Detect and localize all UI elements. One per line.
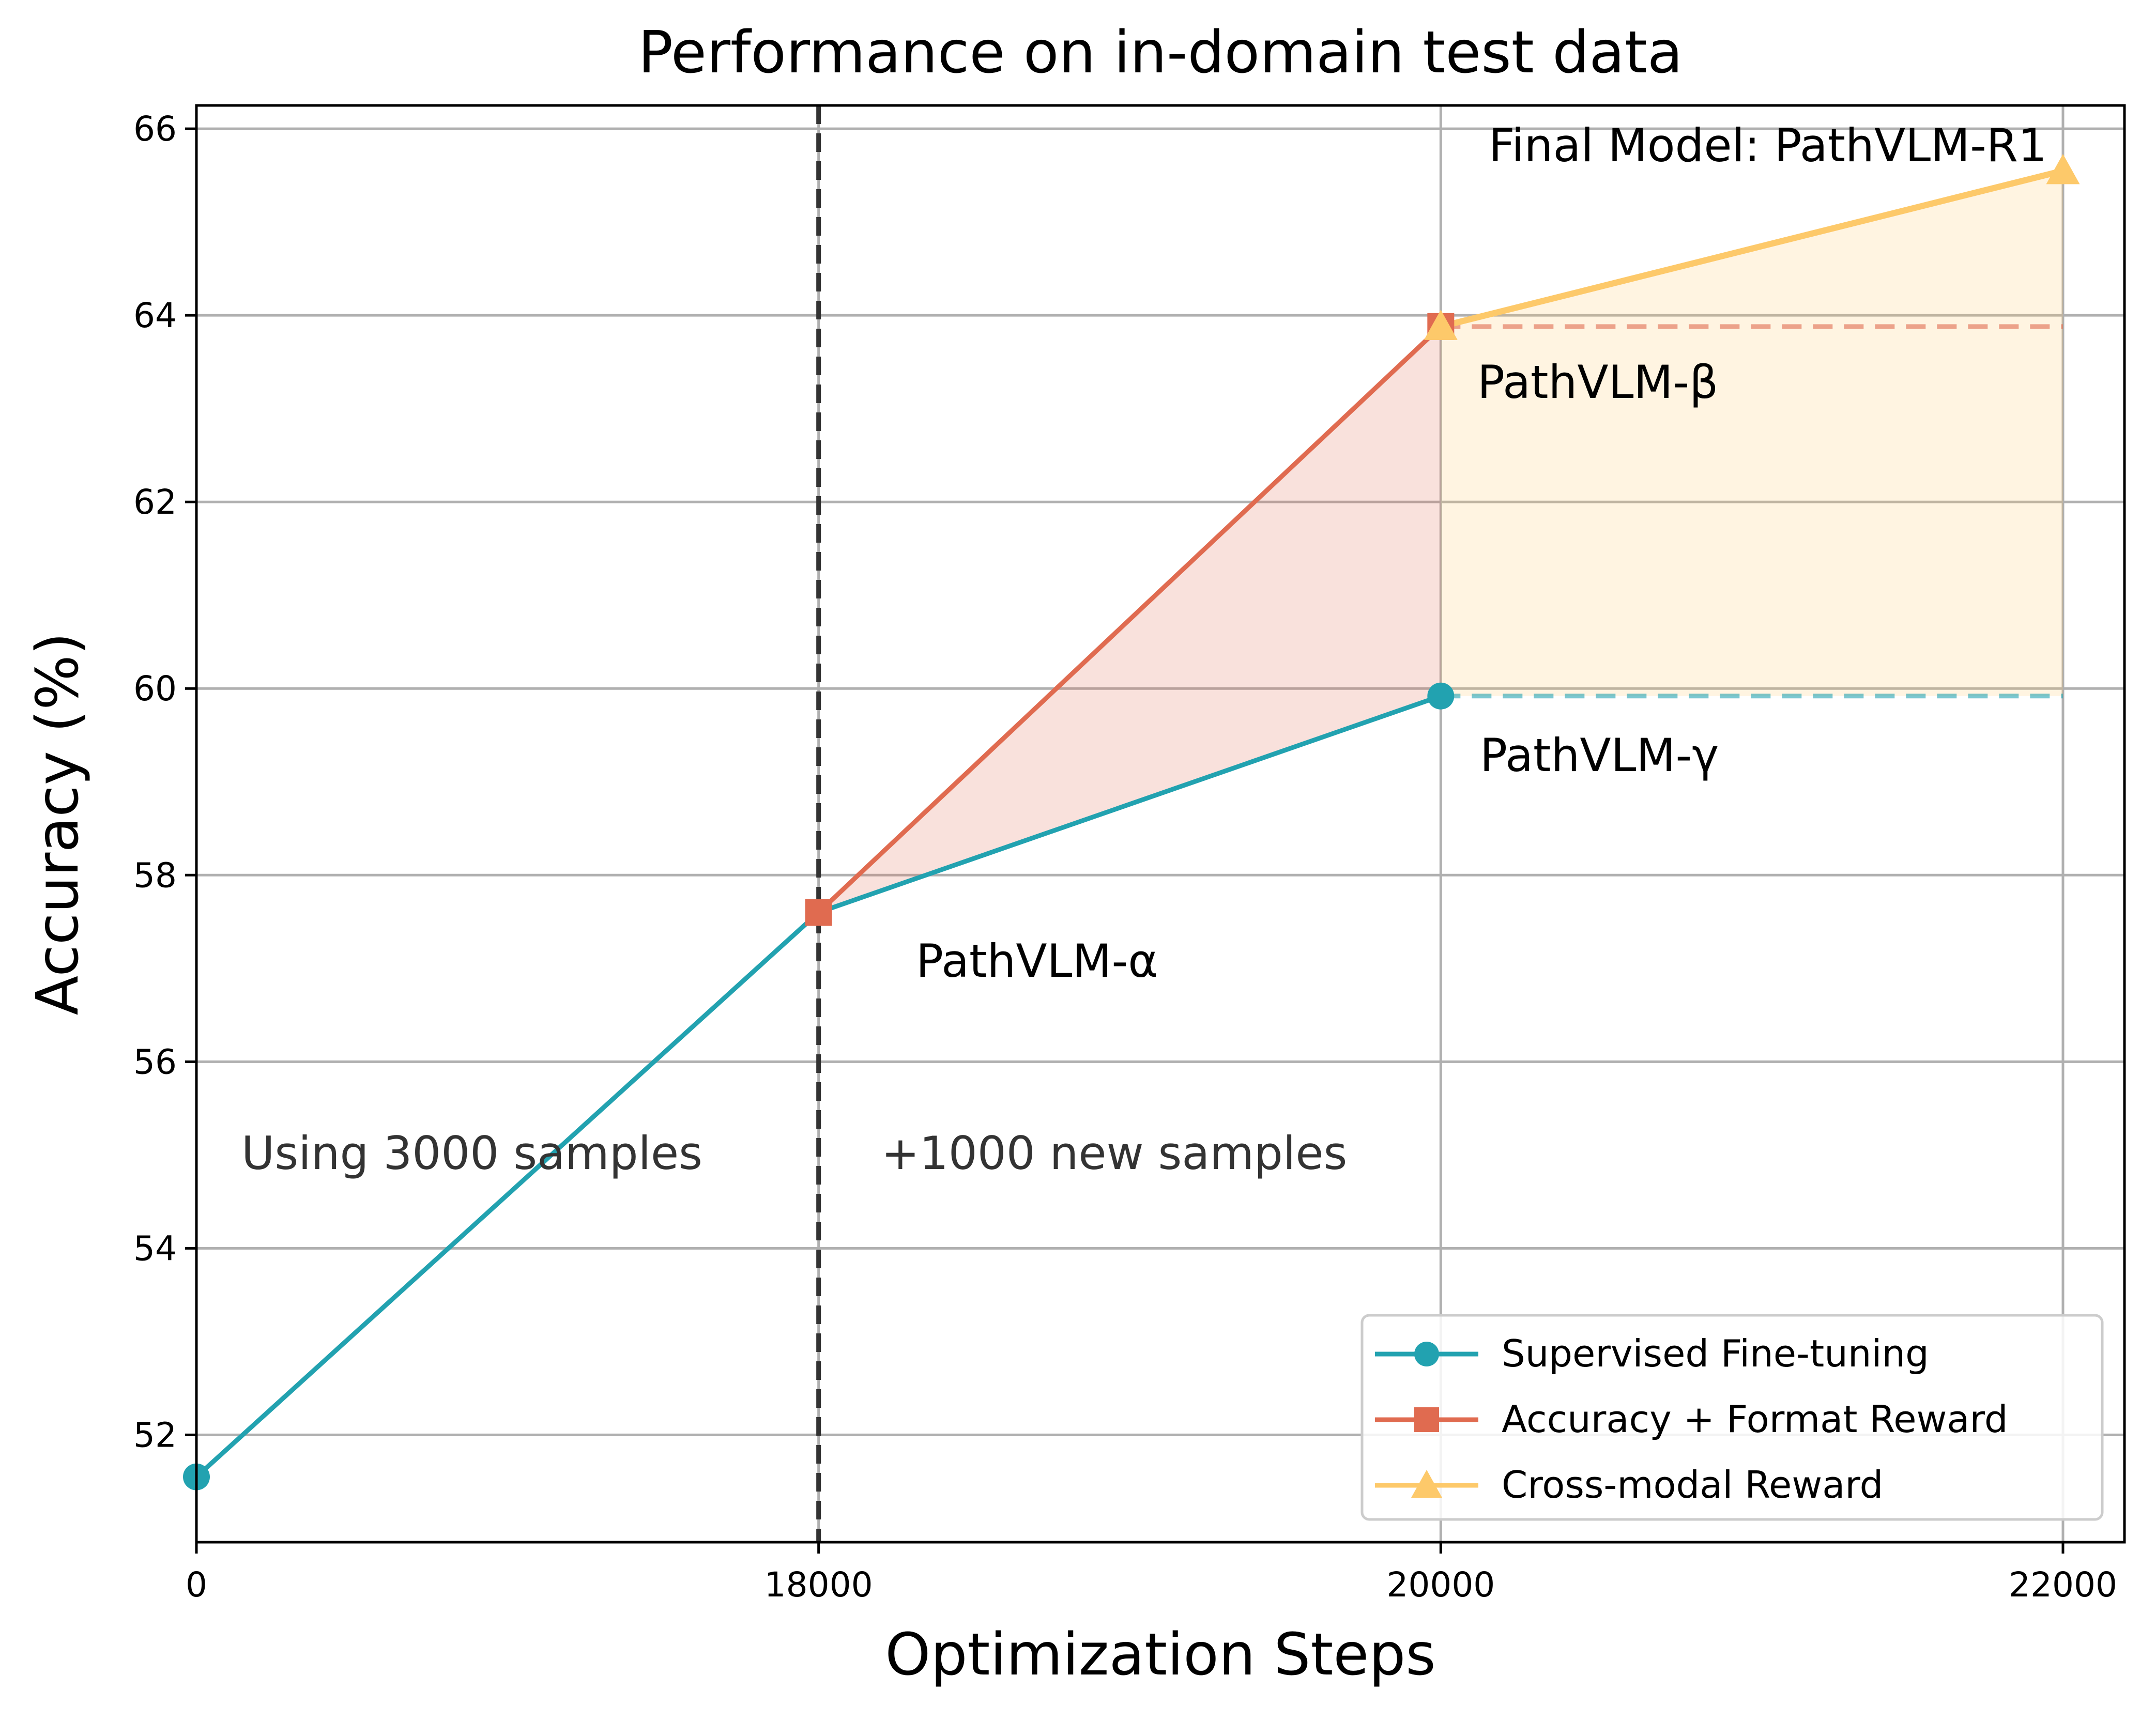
x-axis-ticks: 0 18000 20000 22000 — [186, 1542, 2117, 1605]
x-tick-label-20000: 20000 — [1386, 1565, 1495, 1605]
annotation-left-region: Using 3000 samples — [241, 1127, 702, 1180]
data-point-s1-2 — [1427, 682, 1455, 710]
fill-region-cross-modal-gain — [1441, 171, 2063, 696]
legend-label-2: Accuracy + Format Reward — [1502, 1397, 2008, 1441]
legend-marker-1 — [1414, 1342, 1439, 1366]
y-tick-label-66: 66 — [133, 109, 177, 149]
y-tick-label-56: 56 — [133, 1042, 177, 1082]
y-tick-label-54: 54 — [133, 1228, 177, 1268]
annotation-alpha: PathVLM-α — [916, 934, 1158, 988]
plot-frame — [195, 104, 2126, 1544]
x-tick-label-18000: 18000 — [764, 1565, 873, 1605]
annotation-right-region: +1000 new samples — [881, 1127, 1347, 1180]
data-point-s2-0 — [805, 899, 832, 926]
y-tick-label-52: 52 — [133, 1415, 177, 1455]
data-point-s3-0 — [1424, 310, 1458, 340]
series-line-3 — [1440, 167, 2064, 330]
reference-lines — [1441, 324, 2063, 699]
x-axis-label: Optimization Steps — [885, 1621, 1435, 1688]
chart-title: Performance on in-domain test data — [638, 19, 1683, 86]
y-tick-label-64: 64 — [133, 296, 177, 335]
y-tick-label-60: 60 — [133, 669, 177, 709]
legend-frame — [1360, 1314, 2104, 1521]
y-axis-label: Accuracy (%) — [24, 633, 91, 1016]
legend: Supervised Fine-tuning Accuracy + Format … — [1360, 1314, 2104, 1521]
y-tick-label-58: 58 — [133, 855, 177, 895]
y-tick-label-62: 62 — [133, 482, 177, 522]
legend-label-3: Cross-modal Reward — [1502, 1463, 1883, 1507]
annotation-gamma: PathVLM-γ — [1480, 729, 1719, 782]
annotation-beta: PathVLM-β — [1477, 356, 1718, 409]
legend-marker-3 — [1411, 1470, 1442, 1498]
y-axis-ticks: 52 54 56 58 60 62 64 66 — [133, 109, 196, 1455]
x-tick-label-22000: 22000 — [2009, 1565, 2117, 1605]
legend-label-1: Supervised Fine-tuning — [1502, 1332, 1929, 1375]
data-point-s3-1 — [2046, 153, 2080, 185]
x-tick-label-0: 0 — [186, 1565, 207, 1605]
legend-marker-2 — [1414, 1407, 1439, 1432]
annotation-final: Final Model: PathVLM-R1 — [1489, 119, 2047, 172]
series-line-2 — [817, 325, 1443, 914]
